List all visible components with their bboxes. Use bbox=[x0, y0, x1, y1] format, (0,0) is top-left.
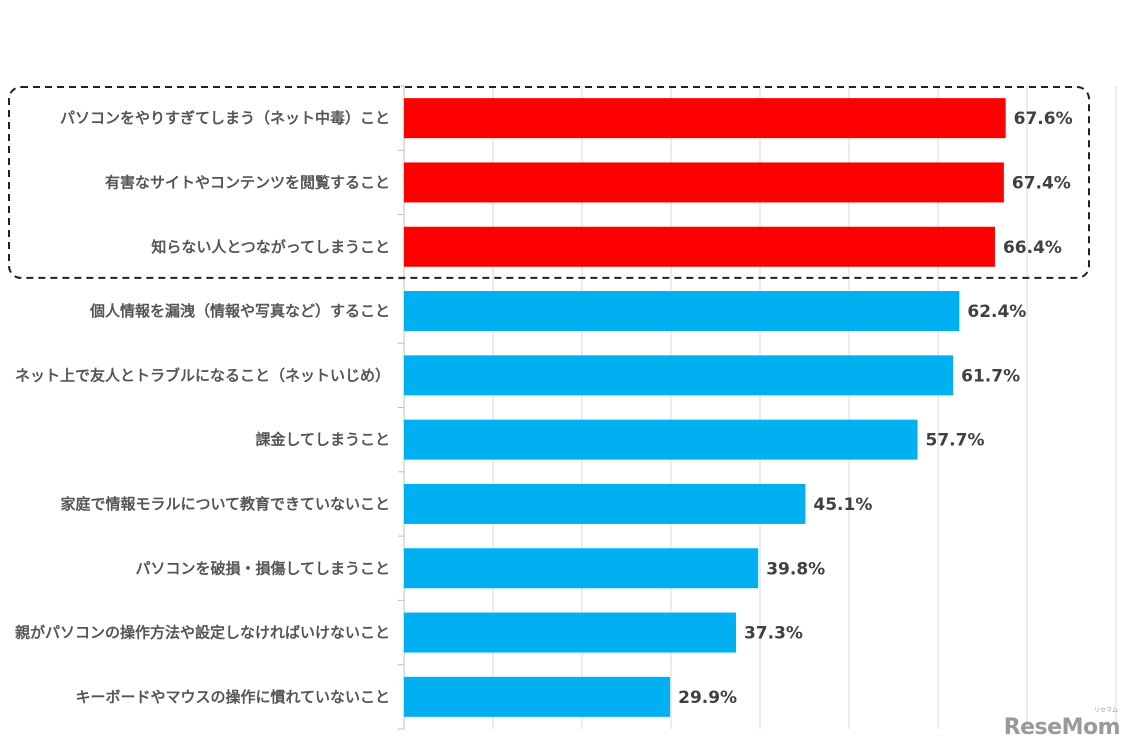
category-label: 個人情報を漏洩（情報や写真など）すること bbox=[89, 302, 390, 320]
category-label: 親がパソコンの操作方法や設定しなければいけないこと bbox=[15, 624, 390, 642]
category-label: パソコンを破損・損傷してしまうこと bbox=[135, 559, 390, 577]
bar bbox=[404, 291, 960, 332]
category-label: 家庭で情報モラルについて教育できていないこと bbox=[60, 495, 390, 513]
category-label: ネット上で友人とトラブルになること（ネットいじめ） bbox=[15, 366, 390, 384]
value-label: 62.4% bbox=[967, 302, 1026, 322]
value-label: 29.9% bbox=[678, 688, 737, 708]
watermark-sub: リセマム bbox=[1093, 707, 1118, 714]
value-label: 57.7% bbox=[926, 431, 985, 451]
bar bbox=[404, 98, 1006, 139]
highlight-callout-box bbox=[8, 86, 1090, 279]
value-label: 61.7% bbox=[961, 366, 1020, 386]
bar bbox=[404, 355, 954, 396]
bar bbox=[404, 226, 995, 267]
category-label: 知らない人とつながってしまうこと bbox=[151, 238, 390, 256]
value-label: 66.4% bbox=[1003, 238, 1062, 258]
bar bbox=[404, 676, 671, 717]
value-label: 39.8% bbox=[766, 559, 825, 579]
value-label: 45.1% bbox=[813, 495, 872, 515]
value-label: 67.6% bbox=[1014, 109, 1073, 129]
category-label: 課金してしまうこと bbox=[255, 431, 390, 449]
bar bbox=[404, 419, 918, 460]
bar bbox=[404, 483, 806, 524]
category-label: パソコンをやりすぎてしまう（ネット中毒）こと bbox=[60, 109, 390, 127]
bar bbox=[404, 548, 759, 589]
bar bbox=[404, 162, 1004, 203]
category-label: キーボードやマウスの操作に慣れていないこと bbox=[75, 688, 390, 706]
value-label: 67.4% bbox=[1012, 173, 1071, 193]
value-label: 37.3% bbox=[744, 624, 803, 644]
bar bbox=[404, 612, 736, 653]
watermark-logo: ReseMom bbox=[1003, 715, 1121, 740]
category-label: 有害なサイトやコンテンツを閲覧すること bbox=[105, 173, 390, 191]
